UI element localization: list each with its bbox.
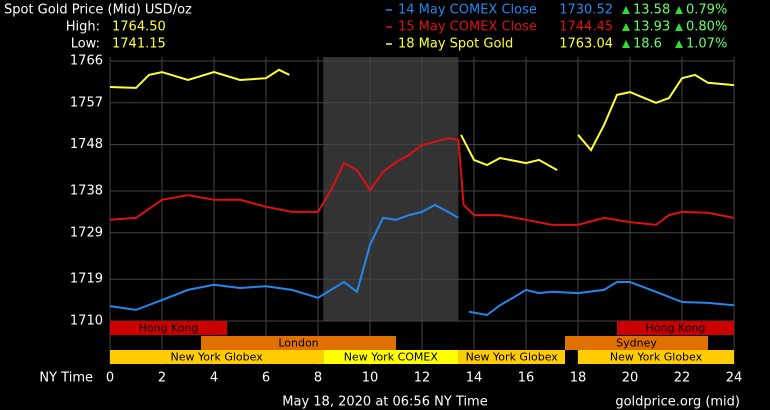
x-axis-label: NY Time [39,371,93,386]
high-label: High: [66,20,100,35]
up-arrow [675,6,683,14]
session-band [323,350,459,364]
up-arrow [622,23,630,31]
low-label: Low: [71,37,100,52]
legend-name: 18 May Spot Gold [398,37,513,52]
y-tick-label: 1748 [70,137,103,152]
x-tick-label: 14 [466,371,483,386]
highlight [323,57,459,321]
legend-name: 14 May COMEX Close [398,3,537,18]
x-tick-label: 18 [570,371,587,386]
legend-change: 18.6 [633,37,662,52]
x-tick-label: 22 [674,371,691,386]
y-tick-label: 1757 [70,95,103,110]
session-label: New York Globex [170,351,263,364]
session-band [110,350,324,364]
y-tick-label: 1738 [70,184,103,199]
y-tick-label: 1766 [70,54,103,69]
session-band [617,321,734,335]
legend-change: 13.93 [633,20,670,35]
legend-close: 1763.04 [559,37,613,52]
session-label: New York Globex [466,351,559,364]
session-label: Hong Kong [646,322,706,335]
chart-title: Spot Gold Price (Mid) USD/oz [4,3,192,18]
low-value: 1741.15 [112,37,166,52]
legend-change: 13.58 [633,3,670,18]
x-tick-label: 2 [158,371,166,386]
footer-date: May 18, 2020 at 06:56 NY Time [282,395,487,410]
x-tick-label: 8 [314,371,322,386]
legend-change-pct: 0.80% [686,20,727,35]
high-value: 1764.50 [112,20,166,35]
up-arrow [622,6,630,14]
session-band [201,336,396,350]
x-tick-label: 4 [210,371,218,386]
x-tick-label: 16 [518,371,535,386]
session-label: New York COMEX [344,351,439,364]
session-label: Hong Kong [139,322,199,335]
session-band [565,336,708,350]
up-arrow [675,40,683,48]
legend-change-pct: 0.79% [686,3,727,18]
series-line [109,137,735,226]
session-band [458,350,565,364]
up-arrow [622,40,630,48]
session-band [578,350,734,364]
legend-close: 1730.52 [559,3,613,18]
legend-name: 15 May COMEX Close [398,20,537,35]
y-tick-label: 1710 [70,314,103,329]
y-tick-label: 1719 [70,272,103,287]
x-tick-label: 6 [262,371,270,386]
legend-close: 1744.45 [559,20,613,35]
session-label: Sydney [616,337,657,350]
session-band [110,321,227,335]
x-tick-label: 0 [106,371,114,386]
session-label: New York Globex [610,351,703,364]
x-tick-label: 20 [622,371,639,386]
legend-change-pct: 1.07% [686,37,727,52]
session-label: London [278,337,318,350]
up-arrow [675,23,683,31]
series-line [109,68,735,171]
y-tick-label: 1729 [70,225,103,240]
x-tick-label: 10 [362,371,379,386]
footer-source: goldprice.org (mid) [615,395,740,410]
x-tick-label: 12 [414,371,431,386]
x-tick-label: 24 [726,371,743,386]
series-line [109,203,735,317]
